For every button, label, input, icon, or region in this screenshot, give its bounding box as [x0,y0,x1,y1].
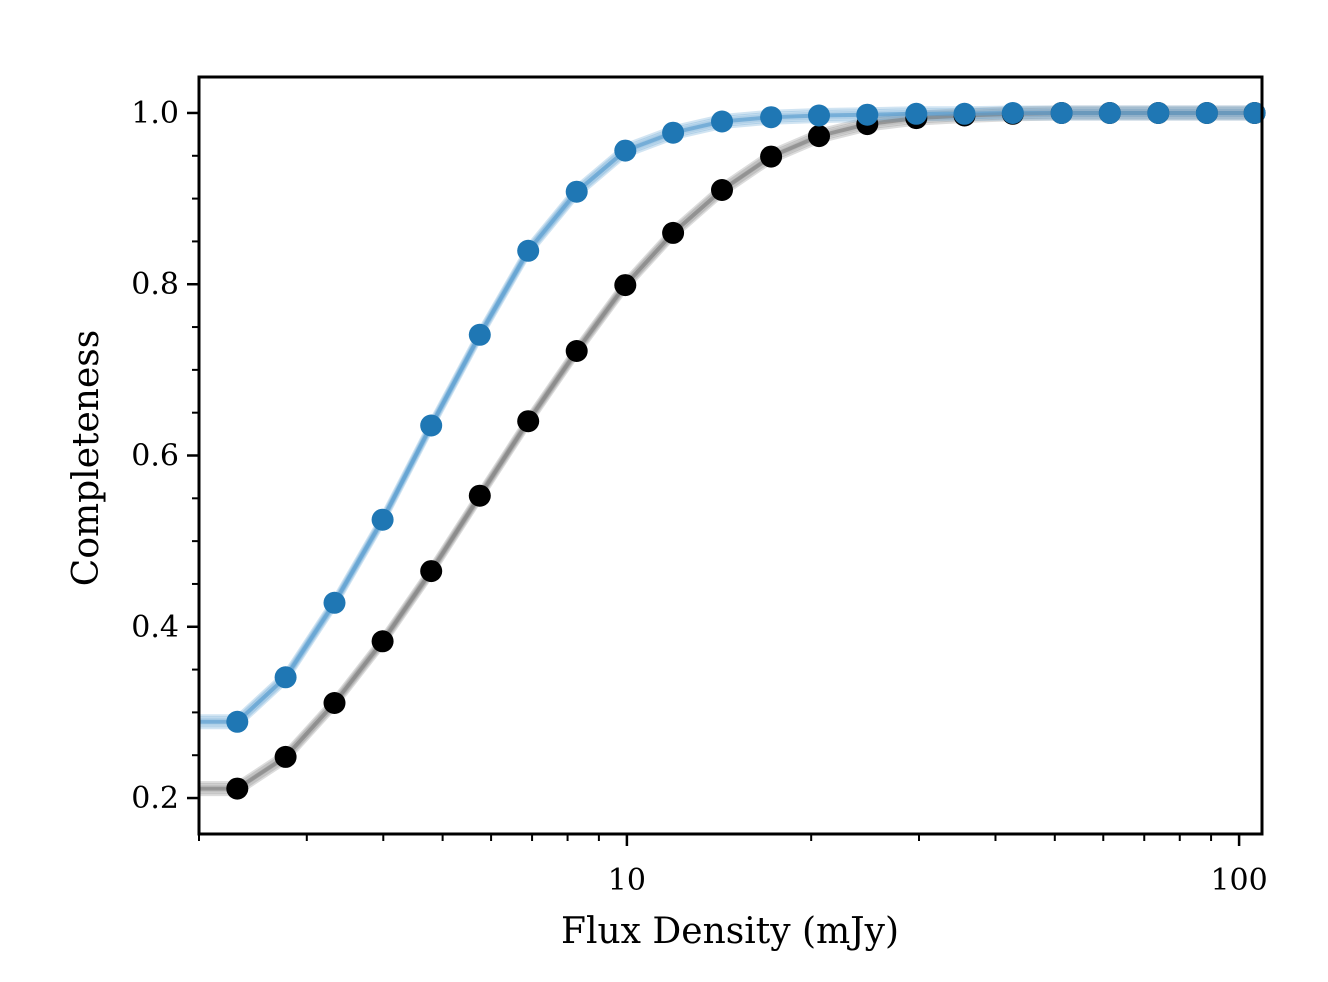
y-tick-label: 0.2 [131,781,179,816]
y-axis-tick-labels: 0.2 0.4 0.6 0.8 1.0 [131,96,179,816]
y-axis-ticks [187,111,199,800]
y-tick-label: 0.4 [131,610,179,645]
blue-data-point [323,591,346,614]
blue-data-point [760,106,783,129]
blue-data-point [1098,102,1121,124]
blue-data-point [1195,102,1218,124]
x-tick-label: 100 [1210,863,1267,898]
black-data-point [371,630,394,653]
black-data-point [274,745,297,768]
blue-data-point [856,103,879,126]
black-data-point [565,340,588,362]
blue-data-point [1001,102,1024,124]
black-data-point [468,484,491,507]
blue-data-point [420,414,443,437]
black-data-point [808,125,830,148]
y-tick-label: 0.8 [131,267,179,302]
blue-data-point [226,710,249,733]
x-axis-ticks [198,834,1241,846]
blue-data-point [1243,102,1266,124]
blue-data-point [711,110,733,133]
black-data-point [517,410,540,433]
x-axis-tick-labels: 10 100 [608,863,1268,898]
black-data-point [760,145,783,168]
x-axis-title: Flux Density (mJy) [561,911,899,952]
blue-data-point [468,323,491,346]
blue-data-point [953,102,976,125]
blue-data-point [274,666,297,689]
y-axis-title: Completeness [66,330,107,586]
blue-data-point [614,139,637,162]
blue-data-point [1147,102,1170,124]
series-layer [199,102,1266,800]
blue-data-point [371,508,394,531]
black-data-point [226,777,249,800]
y-tick-label: 1.0 [131,96,179,131]
black-data-point [662,221,685,244]
blue-data-point [565,180,588,203]
black-data-point [323,692,346,714]
blue-data-point [662,121,685,144]
black-data-point [420,560,443,583]
x-tick-label: 10 [608,863,646,898]
blue-data-point [517,239,540,262]
black-data-point [711,179,733,201]
y-tick-label: 0.6 [131,439,179,474]
blue-data-point [808,104,830,127]
blue-data-point [905,102,928,125]
blue-data-point [1050,102,1073,124]
black-data-point [614,274,637,297]
